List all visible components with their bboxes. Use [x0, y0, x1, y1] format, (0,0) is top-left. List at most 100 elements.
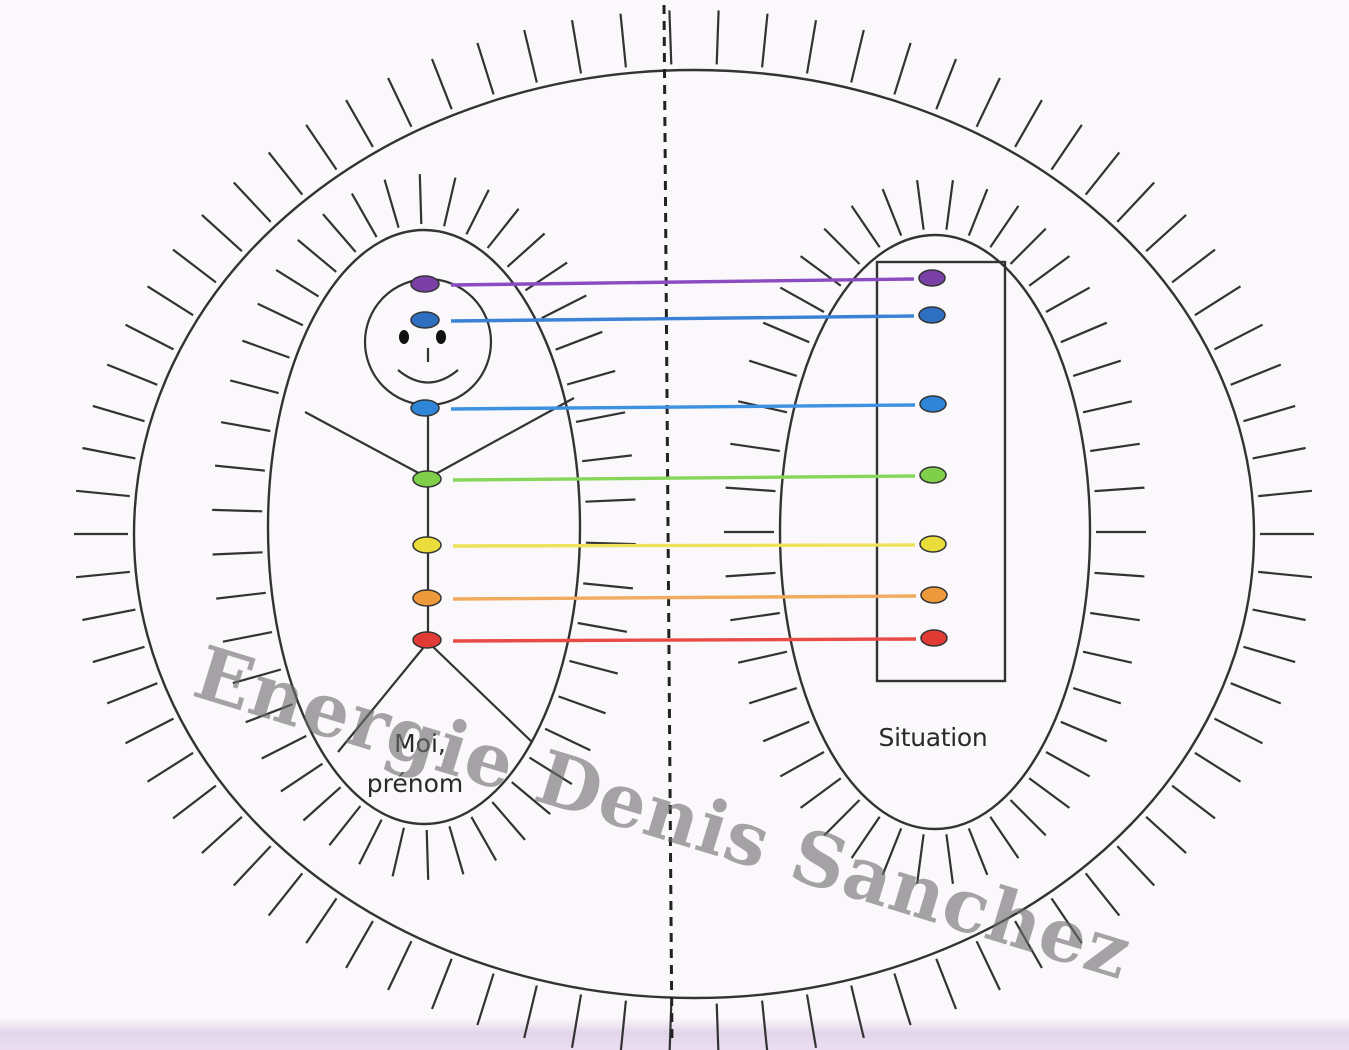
- ray: [172, 784, 217, 820]
- prenom-label: prénom: [366, 769, 464, 798]
- ray: [1090, 611, 1140, 622]
- chakra-dot: [920, 586, 948, 604]
- ray: [383, 179, 400, 229]
- ray: [805, 994, 818, 1048]
- connection-line: [452, 474, 916, 482]
- chakra-dot: [412, 589, 442, 607]
- ray: [212, 508, 263, 513]
- chakra-dot: [918, 306, 946, 324]
- ray: [541, 294, 587, 320]
- ray: [322, 213, 357, 253]
- ray: [967, 188, 989, 237]
- ray: [1171, 248, 1216, 284]
- ray: [1082, 400, 1133, 414]
- ray: [345, 99, 374, 148]
- ray: [214, 464, 265, 472]
- ray: [761, 1000, 769, 1050]
- right-oval-rays: [724, 180, 1146, 884]
- ray: [935, 958, 958, 1010]
- ray: [730, 611, 780, 622]
- ray: [275, 268, 320, 298]
- left-oval-rays: [212, 174, 636, 880]
- ray: [577, 621, 628, 633]
- ray: [850, 816, 881, 859]
- ray: [975, 77, 1001, 128]
- ray: [511, 781, 551, 815]
- ray: [92, 404, 145, 423]
- ray: [201, 214, 243, 253]
- ray: [619, 13, 627, 68]
- ray: [387, 940, 413, 991]
- ray: [583, 582, 634, 590]
- chakra-dot: [412, 631, 442, 649]
- ray: [465, 189, 490, 235]
- ray: [975, 940, 1001, 991]
- figure-leg-right: [427, 641, 533, 743]
- ray: [569, 659, 619, 675]
- ray: [391, 827, 405, 877]
- left-oval: [266, 228, 582, 826]
- ray: [524, 261, 568, 292]
- ray: [725, 571, 776, 578]
- ray: [491, 801, 526, 841]
- ray: [124, 323, 175, 351]
- ray: [1230, 363, 1282, 386]
- ray: [850, 205, 881, 248]
- ray: [172, 248, 217, 284]
- chakra-dot: [919, 395, 947, 413]
- ray: [823, 227, 861, 265]
- ray: [1084, 872, 1121, 917]
- ray: [257, 302, 304, 327]
- ray: [1213, 323, 1264, 351]
- ray: [280, 762, 324, 793]
- paper-edge: [0, 1018, 1349, 1050]
- ray: [1094, 486, 1145, 493]
- ray: [92, 645, 145, 664]
- ray: [232, 181, 272, 223]
- chakra-dot: [410, 399, 440, 417]
- connection-line: [450, 277, 915, 287]
- ray: [523, 29, 538, 83]
- chakra-dot: [919, 535, 947, 553]
- chakra-dot: [412, 536, 442, 554]
- ray: [893, 42, 912, 95]
- ray: [1014, 99, 1043, 148]
- figure-smile: [397, 369, 459, 384]
- ray: [799, 777, 842, 809]
- chakra-dot: [920, 629, 948, 647]
- ray: [1045, 286, 1091, 313]
- connection-line: [450, 403, 916, 411]
- ray: [443, 177, 457, 227]
- moi-label: Moi,: [394, 729, 446, 758]
- ray: [387, 77, 413, 128]
- ray: [544, 727, 591, 752]
- ray: [989, 816, 1020, 859]
- ray: [75, 489, 130, 498]
- ray: [267, 872, 304, 917]
- ray: [216, 591, 266, 600]
- ray: [261, 734, 307, 760]
- ray: [448, 825, 465, 875]
- figure-arm-left: [304, 411, 427, 478]
- ray: [297, 239, 337, 273]
- ray: [570, 20, 583, 74]
- ray: [1145, 214, 1187, 253]
- ray: [668, 1003, 673, 1050]
- ray: [1252, 608, 1306, 622]
- ray: [523, 985, 538, 1039]
- ray: [267, 151, 304, 196]
- ray: [779, 286, 825, 313]
- ray: [748, 687, 798, 705]
- ray: [1084, 151, 1121, 196]
- ray: [1050, 124, 1083, 171]
- connection-line: [452, 637, 917, 643]
- ray: [1060, 720, 1108, 743]
- ray: [82, 446, 136, 460]
- ray: [1028, 255, 1071, 287]
- ray: [425, 829, 430, 880]
- ray: [916, 834, 925, 884]
- ray: [779, 751, 825, 778]
- ray: [989, 205, 1020, 248]
- ray: [358, 819, 383, 865]
- ray: [201, 815, 243, 854]
